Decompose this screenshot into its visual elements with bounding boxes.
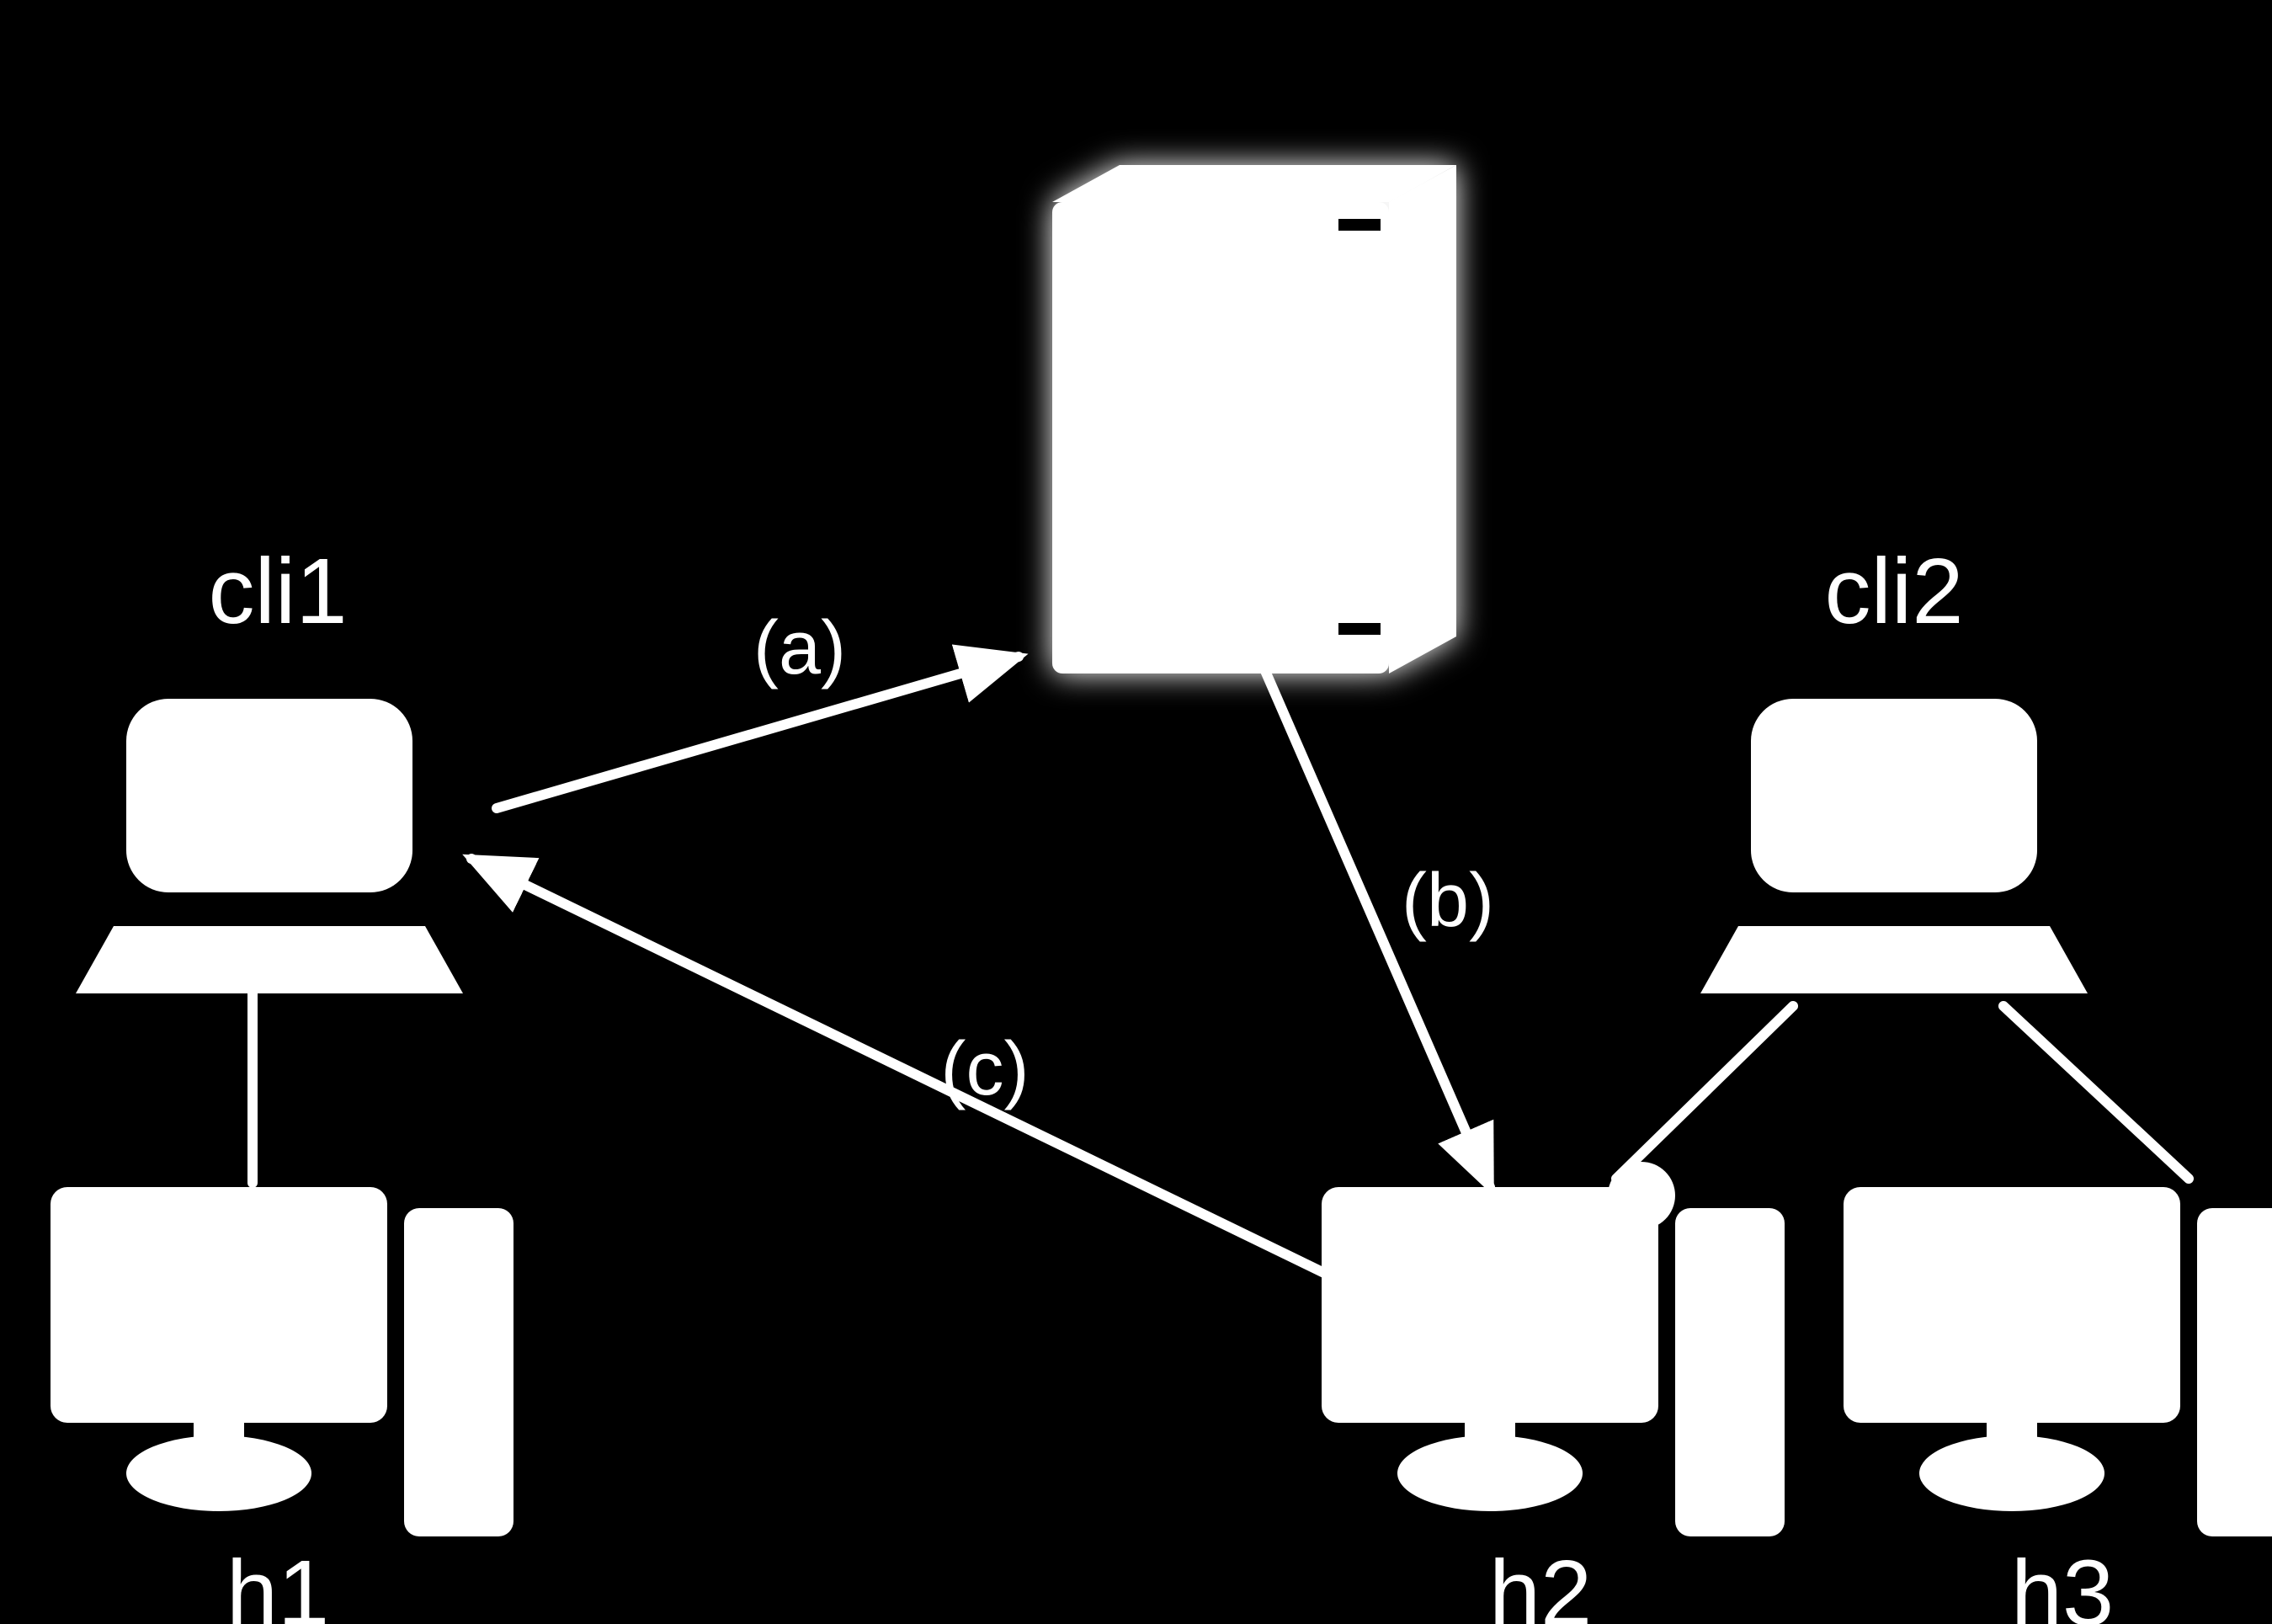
h1-label: h1 [226, 1541, 329, 1624]
cli1-label: cli1 [208, 540, 347, 643]
h3-label: h3 [2011, 1541, 2114, 1624]
server-label: server [1068, 0, 1372, 15]
h2-label: h2 [1489, 1541, 1592, 1624]
cli2-label: cli2 [1824, 540, 1963, 643]
cli2-laptop-icon [1700, 699, 2088, 993]
edge-label-cli1-server: (a) [753, 606, 846, 690]
edge-label-h2-cli1: (c) [941, 1027, 1030, 1111]
cli1-laptop-icon [76, 699, 463, 993]
server-server-icon [1052, 165, 1456, 674]
edge-label-server-h2: (b) [1402, 859, 1494, 943]
